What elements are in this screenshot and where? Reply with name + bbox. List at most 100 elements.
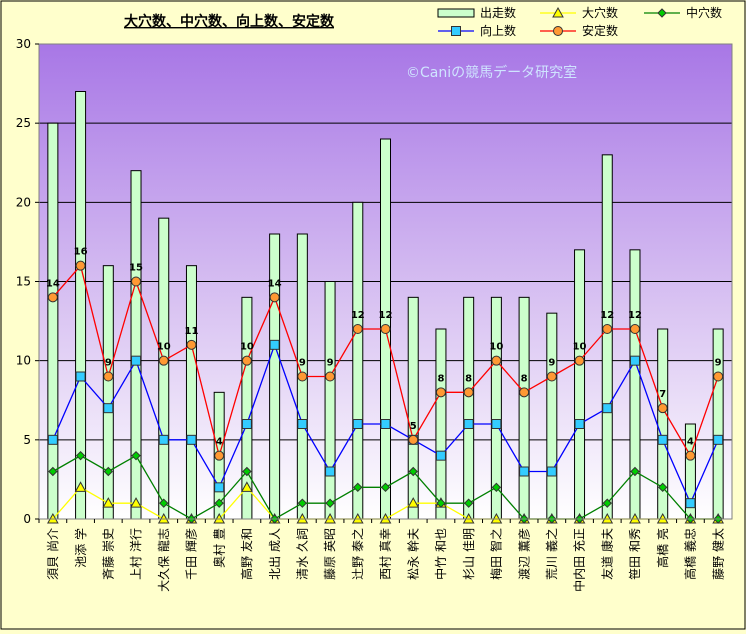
y-tick-label: 20: [16, 195, 31, 209]
point-中穴数: [242, 466, 252, 477]
point-安定数: [352, 324, 363, 334]
watermark-text: ©Caniの競馬データ研究室: [406, 64, 577, 81]
legend-swatch: [437, 8, 475, 18]
y-tick-label: 5: [23, 433, 31, 447]
point-大穴数: [130, 497, 142, 508]
data-label: 9: [299, 358, 306, 369]
legend-item: 出走数: [437, 5, 516, 20]
data-label: 12: [600, 310, 614, 321]
point-向上数: [685, 498, 696, 509]
bar-出走数: [518, 296, 530, 520]
point-安定数: [408, 434, 419, 445]
point-中穴数: [131, 450, 141, 461]
point-向上数: [713, 434, 724, 445]
point-大穴数: [407, 497, 420, 508]
point-中穴数: [491, 482, 502, 493]
x-tick-label: 荒川 義之: [544, 528, 559, 580]
point-安定数: [325, 371, 336, 382]
point-安定数: [131, 276, 142, 287]
point-安定数: [380, 324, 391, 334]
x-tick-label: 奥村 豊: [212, 528, 226, 568]
y-tick-label: 30: [16, 37, 31, 51]
bar-出走数: [629, 249, 641, 520]
legend-marker: [657, 8, 667, 18]
point-安定数: [269, 292, 280, 303]
point-向上数: [435, 450, 446, 461]
x-tick-label: 中内田 充正: [572, 528, 587, 592]
point-安定数: [546, 371, 557, 382]
point-大穴数: [241, 481, 253, 492]
point-安定数: [214, 450, 225, 461]
x-tick-label: 高橋 義忠: [683, 528, 698, 580]
x-tick-label: 高橋 亮: [655, 528, 670, 568]
x-tick-label: 池添 学: [73, 528, 88, 568]
legend-marker: [553, 26, 563, 36]
x-tick-label: 高野 友和: [239, 528, 254, 580]
data-labels: 14 16 9 15 10 11 4 10 14 9 9 12 12 5 8 8 10 8 9 10 12 12 7 4 9: [46, 247, 722, 448]
point-向上数: [629, 355, 640, 366]
x-axis: 須貝 尚介 池添 学斉藤 崇史 上村 洋行 大久保 龍志 千田 輝彦 奥村 豊高野 友和北…: [38, 519, 725, 592]
y-tick-label: 10: [16, 354, 31, 368]
data-label: 9: [327, 358, 334, 369]
data-label: 9: [548, 358, 555, 369]
legend-label: 出走数: [480, 5, 516, 20]
chart-title: 大穴数、中穴数、向上数、安定数: [124, 13, 335, 30]
point-安定数: [463, 387, 474, 398]
data-label: 8: [521, 373, 528, 384]
x-tick-label: 中竹 和也: [433, 528, 448, 580]
point-安定数: [186, 339, 197, 350]
point-中穴数: [353, 482, 363, 493]
point-向上数: [602, 403, 613, 414]
point-安定数: [629, 324, 640, 334]
x-tick-label: 梅田 智之: [489, 528, 504, 580]
point-安定数: [435, 387, 446, 398]
bar-出走数: [574, 249, 586, 520]
point-向上数: [657, 434, 668, 445]
point-向上数: [574, 419, 585, 429]
bar-出走数: [102, 265, 114, 520]
point-大穴数: [74, 481, 87, 492]
data-label: 9: [105, 358, 112, 369]
point-向上数: [325, 466, 336, 477]
data-label: 8: [437, 373, 444, 384]
series-lines: [47, 260, 724, 524]
point-中穴数: [159, 498, 169, 508]
bar-出走数: [158, 217, 170, 520]
x-tick-label: 杉山 佳明: [462, 528, 476, 580]
data-label: 14: [268, 278, 282, 289]
legend-label: 向上数: [480, 23, 516, 38]
point-安定数: [241, 355, 252, 366]
bar-出走数: [435, 328, 447, 520]
data-label: 8: [465, 373, 472, 384]
data-label: 14: [46, 278, 60, 289]
point-向上数: [380, 419, 391, 429]
point-安定数: [158, 355, 169, 366]
x-tick-label: 辻野 泰之: [351, 528, 365, 580]
data-label: 12: [379, 310, 393, 321]
x-tick-label: 大久保 龍志: [156, 528, 171, 592]
y-axis: 0 5 10 15 20 25 30: [16, 37, 39, 526]
point-向上数: [491, 419, 502, 429]
point-中穴数: [297, 498, 308, 508]
y-tick-label: 25: [16, 116, 31, 130]
bar-出走数: [130, 170, 142, 520]
bar-出走数: [324, 281, 336, 520]
legend-item: 大穴数: [540, 5, 618, 20]
point-中穴数: [75, 450, 86, 461]
y-tick-label: 0: [23, 512, 31, 526]
x-tick-label: 藤野 健太: [710, 528, 725, 580]
point-安定数: [657, 403, 668, 414]
x-tick-label: 斉藤 崇史: [101, 528, 116, 580]
data-label: 12: [628, 310, 642, 321]
point-中穴数: [325, 498, 335, 508]
point-安定数: [47, 292, 58, 303]
legend-marker: [552, 6, 564, 18]
point-安定数: [602, 324, 613, 334]
point-中穴数: [602, 498, 612, 508]
data-label: 4: [687, 437, 694, 448]
legend-item: 中穴数: [644, 5, 722, 20]
point-中穴数: [48, 466, 58, 477]
bar-出走数: [269, 233, 281, 520]
point-向上数: [186, 434, 197, 445]
data-label: 7: [659, 389, 666, 400]
